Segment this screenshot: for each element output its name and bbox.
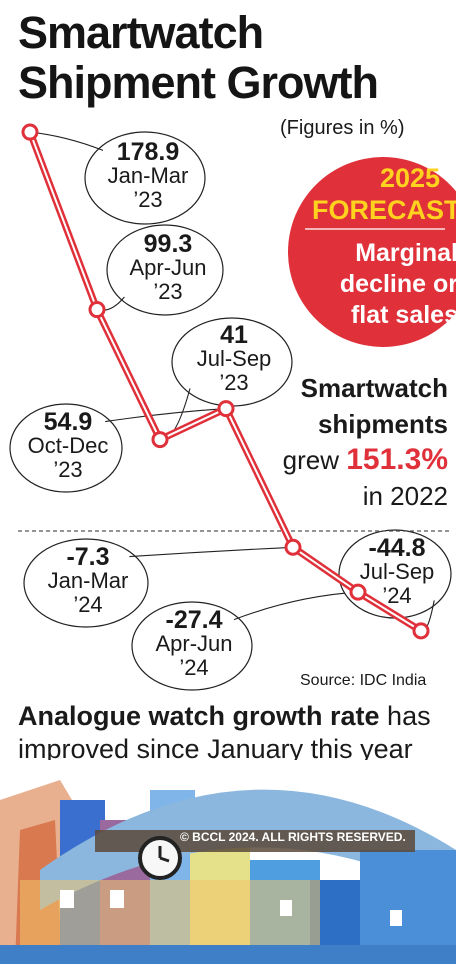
data-label-value: 54.9 [43,408,93,436]
growth-line4: in 2022 [362,481,448,511]
data-label-value: -44.8 [368,534,426,562]
data-label-value: 41 [220,321,248,349]
data-label-value: -7.3 [66,543,110,571]
copyright-notice: © BCCL 2024. ALL RIGHTS RESERVED. [180,830,406,844]
chart-title: Smartwatch Shipment Growth [18,7,379,108]
label-leader-5 [233,591,359,621]
series-points [21,123,430,640]
forecast-circle [288,157,456,347]
data-label-period: Apr-Jun [155,631,233,656]
label-leader-4 [129,546,294,558]
data-label-year: ’24 [179,655,209,680]
line-chart [9,123,452,691]
data-label-year: ’23 [219,370,249,395]
label-bubble-4 [23,538,149,628]
data-label-period: Jan-Mar [47,568,129,593]
data-label-1: 99.3 Apr-Jun ’23 [120,232,216,304]
growth-value: 151.3% [346,443,448,476]
forecast-divider [305,228,445,230]
data-label-year: ’23 [153,279,183,304]
data-label-year: ’24 [382,583,412,608]
source-note: Source: IDC India [300,672,427,689]
data-point-0 [21,123,39,141]
data-label-6: -44.8 Jul-Sep ’24 [349,536,445,608]
label-bubbles [9,131,452,691]
chart-subtitle: (Figures in %) [280,117,405,139]
illustration-watch-city [0,760,456,964]
data-label-value: 99.3 [143,230,193,258]
bottom-caption-bold: Analogue watch growth rate [18,701,380,731]
growth-line3: grew [282,445,340,475]
data-label-year: ’23 [133,187,163,212]
data-label-5: -27.4 Apr-Jun ’24 [146,608,242,680]
data-label-3: 54.9 Oct-Dec ’23 [20,410,116,482]
forecast-label: FORECAST [312,195,456,225]
label-bubble-3 [9,403,123,493]
growth-line1: Smartwatch [300,373,448,403]
data-point-3 [217,400,235,418]
data-label-period: Jul-Sep [359,559,435,584]
growth-line2: shipments [317,409,448,439]
label-leader-3 [105,408,227,423]
data-label-value: 178.9 [116,138,180,166]
data-label-0: 178.9 Jan-Mar ’23 [100,140,196,212]
data-label-year: ’24 [73,592,103,617]
label-bubble-1 [106,224,224,316]
data-label-period: Oct-Dec [27,433,109,458]
data-label-4: -7.3 Jan-Mar ’24 [40,545,136,617]
growth-annotation: Smartwatch shipments grew 151.3% in 2022 [262,370,448,514]
data-point-2 [151,431,169,449]
data-label-value: -27.4 [165,606,223,634]
forecast-year: 2025 [380,163,441,193]
data-label-period: Apr-Jun [129,255,207,280]
label-bubble-0 [84,131,206,225]
label-bubble-5 [131,601,253,691]
forecast-text: Marginal decline or flat sales [339,239,456,329]
bottom-caption-rest: has improved since January this year [18,701,431,764]
data-point-5 [349,583,367,601]
data-point-6 [412,622,430,640]
data-point-4 [284,538,302,556]
bottom-caption: Analogue watch growth rate has improved … [18,700,450,766]
label-leader-0 [29,131,104,151]
data-point-1 [88,301,106,319]
data-label-period: Jan-Mar [107,163,189,188]
data-label-2: 41 Jul-Sep ’23 [186,323,282,395]
data-label-period: Jul-Sep [196,346,272,371]
data-label-year: ’23 [53,457,83,482]
